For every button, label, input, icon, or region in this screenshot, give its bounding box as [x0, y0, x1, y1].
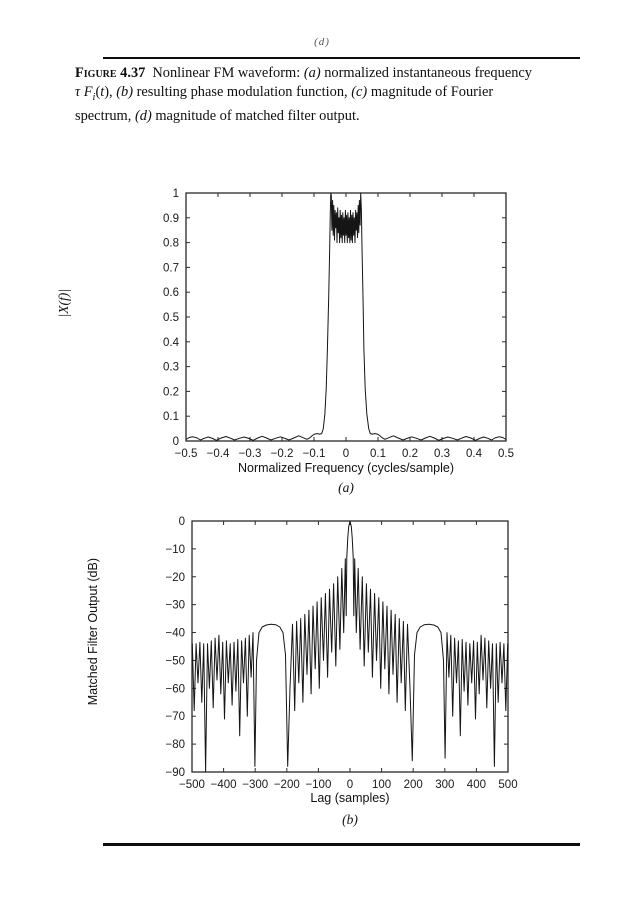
y-tick-label: −30 [165, 600, 185, 612]
fourier-spectrum-chart: −0.5 −0.4 −0.3 −0.2 −0.1 0 0.1 0.2 0.3 0.4 0.5 0 0.1… [163, 188, 514, 460]
y-tick-label: −50 [165, 655, 185, 667]
y-tick-label: −80 [165, 739, 185, 751]
y-tick-label: −60 [165, 683, 185, 695]
x-tick-label: 400 [467, 779, 486, 791]
x-tick-label: −0.2 [271, 448, 294, 460]
matched-filter-y-axis-label: Matched Filter Output (dB) [86, 558, 100, 706]
spectrum-x-axis-label: Normalized Frequency (cycles/sample) [237, 461, 455, 475]
y-tick-label: 0.7 [163, 262, 179, 274]
caption-top-rule [103, 57, 580, 59]
x-tick-label: −500 [179, 779, 205, 791]
x-tick-label: 100 [372, 779, 391, 791]
x-tick-label: 0 [347, 779, 353, 791]
x-tick-label: 0.3 [434, 448, 450, 460]
y-tick-label: −90 [165, 767, 185, 779]
spectrum-y-axis-label: |X(f)| [56, 289, 71, 318]
x-tick-label: −0.5 [175, 448, 198, 460]
x-tick-label: 0 [343, 448, 349, 460]
y-tick-label: 0.3 [163, 362, 179, 374]
x-tick-label: 0.5 [498, 448, 514, 460]
matched-filter-x-axis-label: Lag (samples) [310, 791, 390, 805]
matched-filter-panel-label: (b) [342, 812, 358, 827]
y-tick-label: 0.2 [163, 386, 179, 398]
y-tick-label: 0.9 [163, 213, 179, 225]
y-tick-label: 0 [173, 436, 179, 448]
y-tick-label: 0.1 [163, 411, 179, 423]
caption-line: Figure 4.37 Nonlinear FM waveform: (a) no… [75, 65, 532, 81]
y-tick-label: 0 [179, 516, 185, 528]
y-tick-label: 0.8 [163, 238, 179, 250]
y-tick-label: −40 [165, 628, 185, 640]
data-curve [191, 520, 509, 773]
y-tick-label: −20 [165, 572, 185, 584]
caption-line: spectrum, (d) magnitude of matched filte… [75, 108, 360, 125]
x-tick-label: 0.4 [466, 448, 483, 460]
x-tick-label: 200 [404, 779, 423, 791]
y-tick-label: 0.4 [163, 337, 180, 349]
y-tick-label: 0.6 [163, 287, 179, 299]
y-tick-label: 0.5 [163, 312, 179, 324]
x-tick-label: 500 [498, 779, 517, 791]
page-bottom-rule [103, 843, 580, 846]
x-tick-label: 0.1 [370, 448, 386, 460]
x-tick-label: −0.1 [303, 448, 326, 460]
matched-filter-output-chart: −500 −400 −300 −200 −100 0 100 200 300 400 500 0 −10… [165, 516, 517, 791]
y-tick-label: −70 [165, 711, 185, 723]
spectrum-panel-label: (a) [338, 480, 354, 495]
figure-caption: Figure 4.37 Nonlinear FM waveform: (a) no… [75, 64, 583, 126]
previous-figure-panel-label: (d) [314, 36, 330, 48]
y-tick-label: −10 [165, 544, 185, 556]
x-tick-label: 0.2 [402, 448, 418, 460]
x-tick-label: 300 [435, 779, 454, 791]
x-tick-label: −300 [242, 779, 268, 791]
y-tick-label: 1 [173, 188, 179, 200]
x-tick-label: −200 [274, 779, 300, 791]
x-tick-label: −0.4 [207, 448, 230, 460]
x-tick-label: −0.3 [239, 448, 262, 460]
data-curve [185, 192, 507, 441]
caption-line: τ Fi(t), (b) resulting phase modulation … [75, 83, 494, 103]
x-tick-label: −100 [305, 779, 331, 791]
x-tick-label: −400 [211, 779, 237, 791]
